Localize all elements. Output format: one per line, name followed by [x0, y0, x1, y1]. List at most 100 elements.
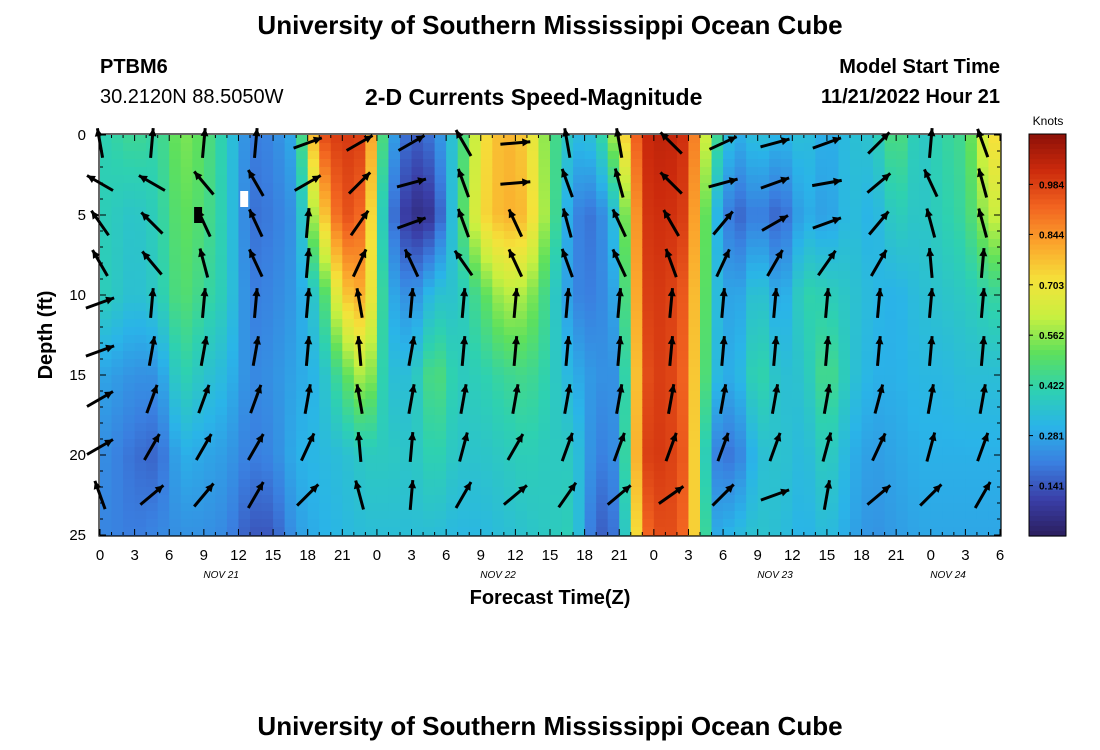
current-arrow [304, 247, 313, 279]
heatmap-cell [180, 471, 193, 480]
heatmap-cell [734, 447, 747, 456]
heatmap-cell [838, 215, 851, 224]
x-tick-label: 21 [888, 547, 905, 564]
heatmap-cell [803, 479, 816, 488]
heatmap-cell [850, 471, 863, 480]
heatmap-cell [492, 415, 505, 424]
heatmap-cell [780, 343, 793, 352]
heatmap-cell [353, 191, 366, 200]
heatmap-cell [803, 191, 816, 200]
heatmap-cell [550, 175, 563, 184]
heatmap-cell [630, 215, 643, 224]
heatmap-cell [123, 327, 136, 336]
heatmap-cell [261, 503, 274, 512]
heatmap-cell [400, 343, 413, 352]
current-arrow [396, 177, 427, 189]
heatmap-cell [815, 167, 828, 176]
heatmap-cell [769, 479, 782, 488]
heatmap-cell [642, 175, 655, 184]
value-marker [240, 191, 249, 207]
colorbar-segment [1029, 154, 1066, 160]
heatmap-cell [746, 207, 759, 216]
heatmap-cell [653, 223, 666, 232]
heatmap-cell [480, 159, 493, 168]
heatmap-cell [376, 447, 390, 456]
heatmap-cell [630, 343, 643, 352]
current-vectors [85, 127, 992, 511]
heatmap-cell [757, 351, 770, 360]
heatmap-cell [434, 231, 447, 240]
heatmap-cell [238, 311, 251, 320]
heatmap-cell [596, 175, 609, 184]
heatmap-cell [238, 415, 251, 424]
colorbar-segment [1029, 360, 1066, 366]
heatmap-cell [250, 519, 263, 528]
heatmap-cell [226, 199, 240, 208]
heatmap-cell [434, 311, 447, 320]
heatmap-cell [123, 495, 136, 504]
heatmap-cell [157, 175, 170, 184]
heatmap-cell [526, 191, 540, 200]
heatmap-cell [503, 343, 516, 352]
heatmap-cell [965, 367, 978, 376]
heatmap-cell [596, 463, 609, 472]
heatmap-cell [411, 311, 424, 320]
heatmap-cell [676, 359, 690, 368]
heatmap-cell [146, 231, 159, 240]
heatmap-cell [480, 151, 493, 160]
heatmap-cell [284, 303, 297, 312]
heatmap-cell [238, 447, 251, 456]
heatmap-cell [607, 215, 620, 224]
heatmap-cell [965, 263, 978, 272]
heatmap-cell [307, 343, 320, 352]
heatmap-cell [930, 455, 943, 464]
heatmap-cell [850, 271, 863, 280]
heatmap-cell [896, 503, 909, 512]
heatmap-cell [619, 479, 632, 488]
heatmap-cell [850, 375, 863, 384]
heatmap-cell [273, 151, 286, 160]
heatmap-cell [111, 415, 124, 424]
heatmap-cell [815, 503, 828, 512]
heatmap-cell [134, 175, 147, 184]
heatmap-cell [342, 239, 355, 248]
colorbar-segment [1029, 294, 1066, 301]
heatmap-cell [607, 303, 620, 312]
heatmap-cell [792, 327, 805, 336]
heatmap-cell [826, 519, 840, 528]
heatmap-cell [457, 207, 470, 216]
heatmap-cell [861, 207, 874, 216]
heatmap-cell [469, 223, 482, 232]
heatmap-cell [780, 239, 793, 248]
heatmap-cell [342, 327, 355, 336]
heatmap-cell [711, 415, 724, 424]
heatmap-cell [353, 319, 366, 328]
heatmap-cell [238, 215, 251, 224]
heatmap-cell [700, 391, 713, 400]
heatmap-cell [792, 263, 805, 272]
heatmap-cell [250, 415, 263, 424]
heatmap-cell [746, 455, 759, 464]
heatmap-cell [307, 295, 320, 304]
heatmap-cell [711, 151, 724, 160]
heatmap-cell [873, 519, 886, 528]
heatmap-cell [688, 471, 701, 480]
heatmap-cell [296, 487, 309, 496]
heatmap-cell [607, 335, 620, 344]
heatmap-cell [550, 391, 563, 400]
heatmap-cell [273, 327, 286, 336]
current-arrow [711, 483, 735, 507]
heatmap-cell [792, 463, 805, 472]
heatmap-cell [503, 391, 516, 400]
heatmap-cell [884, 327, 897, 336]
heatmap-cell [838, 199, 851, 208]
heatmap-cell [123, 215, 136, 224]
heatmap-cell [353, 183, 366, 192]
heatmap-cell [953, 159, 966, 168]
heatmap-cell [446, 183, 459, 192]
heatmap-cell [861, 399, 874, 408]
heatmap-cell [400, 367, 413, 376]
heatmap-cell [930, 143, 943, 152]
heatmap-cell [342, 167, 355, 176]
colorbar-segment [1029, 405, 1066, 411]
